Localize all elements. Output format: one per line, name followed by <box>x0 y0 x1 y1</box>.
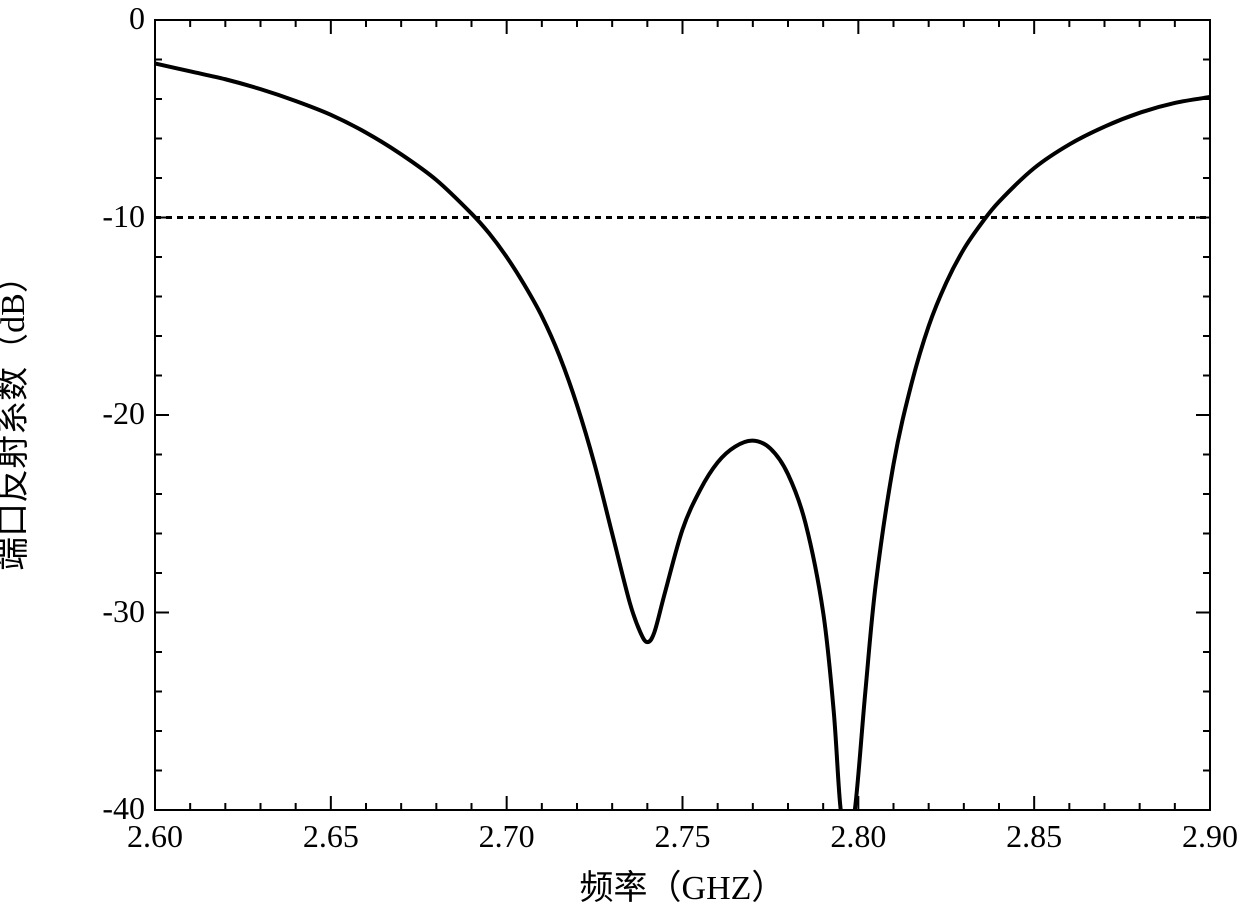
x-tick-label: 2.90 <box>1170 818 1240 855</box>
y-tick-label: -40 <box>75 790 145 827</box>
x-tick-label: 2.65 <box>291 818 371 855</box>
x-tick-label: 2.85 <box>994 818 1074 855</box>
x-tick-label: 2.70 <box>467 818 547 855</box>
x-tick-label: 2.75 <box>643 818 723 855</box>
y-tick-label: -10 <box>75 198 145 235</box>
chart-svg <box>0 0 1240 910</box>
y-tick-label: -20 <box>75 395 145 432</box>
x-tick-label: 2.80 <box>818 818 898 855</box>
y-tick-label: -30 <box>75 593 145 630</box>
chart-container: 2.602.652.702.752.802.852.900-10-20-30-4… <box>0 0 1240 910</box>
y-tick-label: 0 <box>75 0 145 37</box>
y-axis-label: 端口反射系数（dB） <box>0 215 25 615</box>
x-axis-label: 频率（GHZ） <box>533 860 833 909</box>
